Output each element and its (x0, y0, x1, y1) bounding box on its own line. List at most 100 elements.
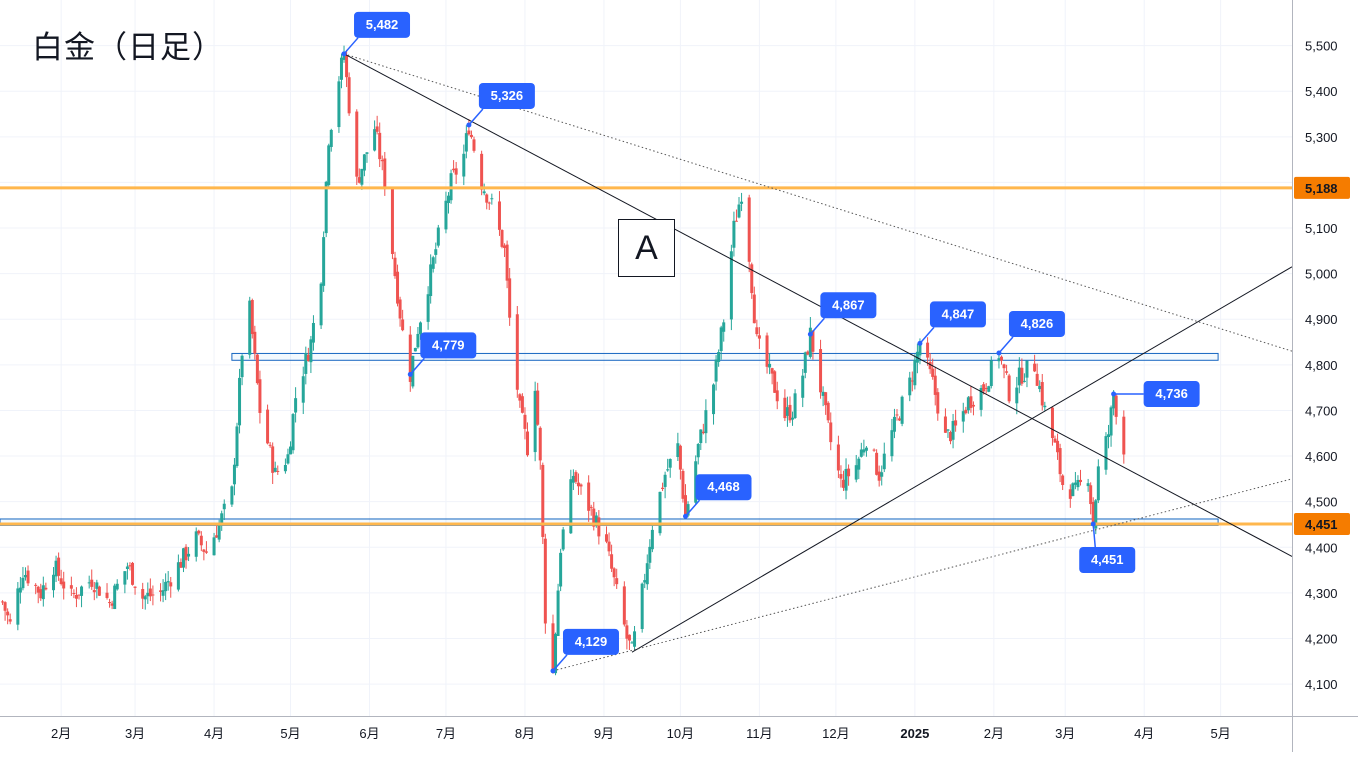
candle-body (444, 200, 448, 230)
callout-dot (1090, 521, 1096, 527)
callout-dot (550, 668, 556, 674)
grid-layer (0, 0, 1292, 716)
candle-body (821, 391, 825, 396)
candle-body (319, 283, 323, 326)
candle-body (989, 360, 993, 387)
x-tick-label: 2月 (51, 726, 71, 741)
candle-body (217, 523, 221, 540)
candle-body (826, 402, 830, 421)
x-tick-label: 3月 (125, 726, 145, 741)
candle-body (339, 57, 343, 80)
candle-body (21, 577, 25, 589)
candle-body (898, 418, 902, 421)
candle-body (286, 454, 290, 464)
candle-body (719, 327, 723, 352)
candle-body (556, 590, 560, 636)
candle-body (1033, 363, 1037, 372)
x-tick-label: 4月 (1134, 726, 1154, 741)
callout-label: 4,451 (1091, 552, 1124, 567)
y-tick-label: 4,300 (1305, 586, 1338, 601)
candle-body (462, 153, 466, 177)
candle-body (187, 553, 191, 557)
candle-body (365, 152, 369, 154)
candle-body (345, 55, 349, 78)
candle-body (732, 220, 736, 248)
candle-body (179, 561, 183, 568)
candle-body (329, 129, 333, 147)
candle-body (640, 583, 644, 630)
candle-body (1058, 448, 1062, 475)
candle-body (844, 468, 848, 491)
candle-body (1091, 501, 1095, 526)
candle-body (701, 431, 705, 434)
y-tick-label: 4,600 (1305, 449, 1338, 464)
candle-body (131, 562, 135, 585)
candle-body (472, 139, 476, 151)
candle-body (204, 551, 208, 553)
candle-body (854, 465, 858, 480)
candle-body (597, 517, 601, 537)
candle-body (360, 168, 364, 185)
callout-box (820, 292, 877, 319)
candle-body (740, 201, 744, 204)
callout-dot (1111, 391, 1117, 397)
candle-body (44, 587, 48, 590)
callout-dot (807, 331, 813, 337)
price-callout-1: 5,326 (466, 82, 535, 128)
candle-body (836, 444, 840, 471)
callout-dot (407, 371, 413, 377)
candle-body (266, 409, 270, 444)
candle-body (969, 396, 973, 408)
candle-body (95, 582, 99, 589)
callout-dot (917, 340, 923, 346)
candle-body (97, 586, 101, 596)
candle-body (964, 409, 968, 414)
candle-body (26, 570, 30, 584)
candle-body (482, 191, 486, 194)
candle-body (1017, 367, 1021, 386)
candle-body (554, 633, 558, 674)
candle-body (69, 585, 73, 589)
candle-body (230, 486, 234, 505)
candle-body (793, 393, 797, 419)
candle-body (949, 432, 953, 442)
candle-body (322, 237, 326, 286)
candle-body (1089, 485, 1093, 505)
candle-body (966, 397, 970, 411)
trend-layer (343, 53, 1293, 672)
candle-body (161, 590, 165, 596)
candle-body (1061, 475, 1065, 485)
annotation-label-a[interactable]: A (618, 219, 675, 277)
candle-body (1050, 407, 1054, 439)
price-callout-2: 4,779 (407, 332, 477, 377)
candle-body (666, 469, 670, 471)
candle-body (704, 410, 708, 434)
callout-pointer (919, 326, 935, 344)
candle-body (859, 449, 863, 457)
candle-body (169, 582, 173, 587)
candle-body (717, 352, 721, 362)
candle-body (864, 447, 868, 451)
candle-body (892, 416, 896, 432)
x-axis-panel (0, 716, 1358, 752)
candle-body (18, 587, 22, 593)
candle-body (829, 422, 833, 443)
candle-body (342, 54, 346, 60)
candle-body (551, 623, 555, 670)
x-tick-label: 10月 (667, 726, 694, 741)
candle-body (1078, 479, 1082, 483)
candle-body (289, 446, 293, 455)
candle-body (882, 453, 886, 470)
price-callout-7: 4,826 (996, 310, 1065, 356)
candle-body (806, 351, 810, 355)
candle-body (416, 333, 420, 348)
y-tick-label: 5,400 (1305, 84, 1338, 99)
candle-body (757, 335, 761, 339)
callout-box (1143, 381, 1200, 408)
candle-body (579, 484, 583, 487)
candle-body (576, 482, 580, 487)
candle-body (337, 81, 341, 128)
